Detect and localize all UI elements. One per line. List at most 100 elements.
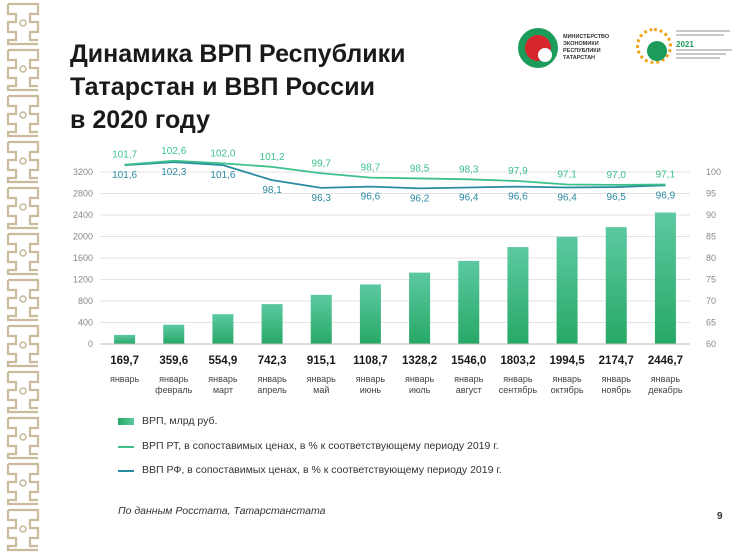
rt-data-label: 97,1 [557, 169, 577, 180]
rf-data-label: 96,6 [508, 192, 528, 203]
legend-rf-line-swatch [118, 470, 134, 472]
rt-data-label: 97,9 [508, 166, 528, 177]
rf-data-label: 96,3 [312, 193, 332, 204]
x-tick-label: январь [208, 374, 238, 384]
x-tick-label: январь [651, 374, 681, 384]
rt-data-label: 98,5 [410, 163, 430, 174]
right-axis-tick-label: 95 [706, 189, 716, 199]
title-line-2: Татарстан и ВВП России [70, 73, 375, 101]
page-number: 9 [717, 511, 723, 522]
bar [163, 324, 185, 344]
bar-data-label: 1994,5 [549, 355, 585, 367]
right-axis-tick-label: 60 [706, 339, 716, 349]
rf-gdp-line [124, 161, 666, 190]
right-axis-tick-label: 80 [706, 253, 716, 263]
bar-data-label: 1108,7 [353, 355, 388, 367]
left-axis-tick-label: 2800 [73, 189, 93, 199]
bar [212, 314, 234, 344]
tatarstan-emblem-icon [518, 28, 558, 68]
right-axis-tick-label: 65 [706, 318, 716, 328]
x-tick-label: январь [159, 374, 189, 384]
left-axis-tick-label: 2400 [73, 210, 93, 220]
rf-data-label: 101,6 [112, 170, 137, 181]
year-logo-lines-icon [676, 30, 732, 59]
bar [359, 284, 381, 344]
ministry-logo-text: МИНИСТЕРСТВО ЭКОНОМИКИ РЕСПУБЛИКИ ТАТАРС… [563, 34, 610, 61]
x-tick-label: июнь [360, 385, 382, 395]
bar-data-label: 2174,7 [599, 355, 634, 367]
right-axis-tick-label: 70 [706, 296, 716, 306]
x-tick-label: январь [110, 374, 140, 384]
right-axis-tick-label: 85 [706, 232, 716, 242]
x-tick-label: январь [307, 374, 337, 384]
bar-data-label: 915,1 [307, 355, 336, 367]
rf-data-label: 102,3 [161, 167, 186, 178]
x-tick-label: январь [503, 374, 533, 384]
x-tick-label: январь [454, 374, 484, 384]
x-tick-label: январь [356, 374, 386, 384]
legend-label-rf: ВВП РФ, в сопоставимых ценах, в % к соот… [142, 464, 502, 476]
left-axis-tick-label: 2000 [73, 232, 93, 242]
bar-data-label: 2446,7 [648, 355, 683, 367]
bar-data-label: 742,3 [258, 355, 287, 367]
rt-data-label: 98,3 [459, 164, 479, 175]
right-axis-tick-label: 75 [706, 275, 716, 285]
x-tick-label: декабрь [648, 385, 683, 395]
left-axis-tick-label: 3200 [73, 167, 93, 177]
left-axis-tick-label: 400 [78, 318, 93, 328]
combo-chart: 0 400 800 1200 1600 2000 2400 2800 3200 60 65 70 75 8… [73, 146, 721, 395]
bar-data-label: 1328,2 [402, 355, 437, 367]
legend-label-rt: ВРП РТ, в сопоставимых ценах, в % к соот… [142, 440, 499, 452]
bar-data-label: 1546,0 [451, 355, 486, 367]
left-axis-tick-label: 1600 [73, 253, 93, 263]
rt-data-label: 102,0 [210, 148, 235, 159]
x-tick-label: май [313, 385, 329, 395]
left-axis-tick-label: 0 [88, 339, 93, 349]
bar [261, 304, 283, 344]
bar-data-label: 169,7 [110, 355, 139, 367]
bar [114, 334, 136, 344]
x-tick-label: январь [552, 374, 582, 384]
rt-data-label: 97,1 [656, 169, 676, 180]
year-logo: 2021 [636, 26, 736, 70]
bar-data-label: 554,9 [209, 355, 238, 367]
left-axis-tick-label: 1200 [73, 275, 93, 285]
bar [654, 212, 676, 344]
rt-data-label: 101,7 [112, 150, 137, 161]
right-axis-tick-label: 100 [706, 167, 721, 177]
bar [409, 272, 431, 344]
left-axis-tick-label: 800 [78, 296, 93, 306]
rf-data-label: 96,4 [459, 192, 479, 203]
right-axis-tick-label: 90 [706, 210, 716, 220]
year-logo-text: 2021 [676, 40, 694, 49]
title-line-3: в 2020 году [70, 106, 210, 134]
bar [605, 227, 627, 344]
legend-label-grp: ВРП, млрд руб. [142, 415, 218, 427]
rt-data-label: 101,2 [260, 152, 285, 163]
bar-data-label: 359,6 [159, 355, 188, 367]
ministry-logo: МИНИСТЕРСТВО ЭКОНОМИКИ РЕСПУБЛИКИ ТАТАРС… [518, 28, 618, 68]
bar [310, 294, 332, 344]
rf-data-label: 96,4 [557, 192, 577, 203]
rt-grp-line [124, 159, 666, 186]
rf-data-label: 98,1 [262, 185, 282, 196]
legend-bar-swatch [118, 418, 134, 425]
x-tick-label: апрель [257, 385, 287, 395]
x-tick-label: июль [409, 385, 431, 395]
rf-data-label: 96,9 [656, 190, 676, 201]
x-tick-label: январь [405, 374, 435, 384]
rf-data-label: 96,2 [410, 193, 430, 204]
legend-rt-line-swatch [118, 446, 134, 448]
x-tick-label: сентябрь [499, 385, 538, 395]
bar [458, 260, 480, 344]
bar-data-label: 1803,2 [500, 355, 535, 367]
source-note: По данным Росстата, Татарстанстата [118, 505, 326, 517]
rf-data-label: 96,5 [607, 192, 627, 203]
ornament-border-icon [0, 0, 46, 553]
title-line-1: Динамика ВРП Республики [70, 40, 406, 68]
x-tick-label: январь [257, 374, 287, 384]
x-tick-label: январь [602, 374, 632, 384]
x-tick-label: август [456, 385, 482, 395]
year-emblem-icon [636, 28, 672, 64]
